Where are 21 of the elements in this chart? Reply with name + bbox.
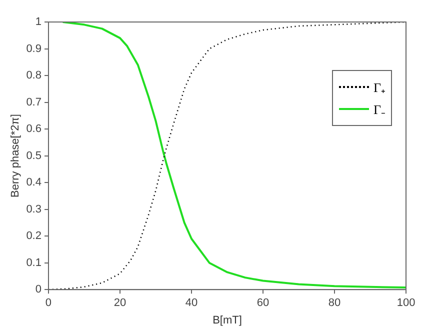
y-tick-label: 0.2 [26,230,42,242]
x-tick-label: 100 [396,297,416,310]
y-tick-label: 0.1 [26,256,42,269]
x-axis-title: B[mT] [212,314,242,326]
legend-label: Γ₋ [373,101,385,118]
y-tick-label: 0 [35,284,42,296]
y-tick-label: 0.6 [26,123,42,136]
y-tick-label: 0.5 [26,150,42,162]
y-axis-title: Berry phase[*2π] [10,114,22,198]
y-tick-label: 0.9 [26,42,42,55]
y-tick-label: 1 [35,16,42,28]
y-tick-label: 0.4 [26,176,42,189]
y-tick-label: 0.3 [26,203,42,216]
x-tick-label: 60 [256,297,270,310]
y-tick-label: 0.7 [26,96,42,108]
x-tick-label: 40 [185,297,198,310]
x-tick-label: 0 [45,297,52,310]
x-tick-label: 20 [114,297,126,310]
y-tick-label: 0.8 [26,70,42,82]
x-tick-label: 80 [328,297,341,310]
legend-label: Γ₊ [373,79,385,96]
